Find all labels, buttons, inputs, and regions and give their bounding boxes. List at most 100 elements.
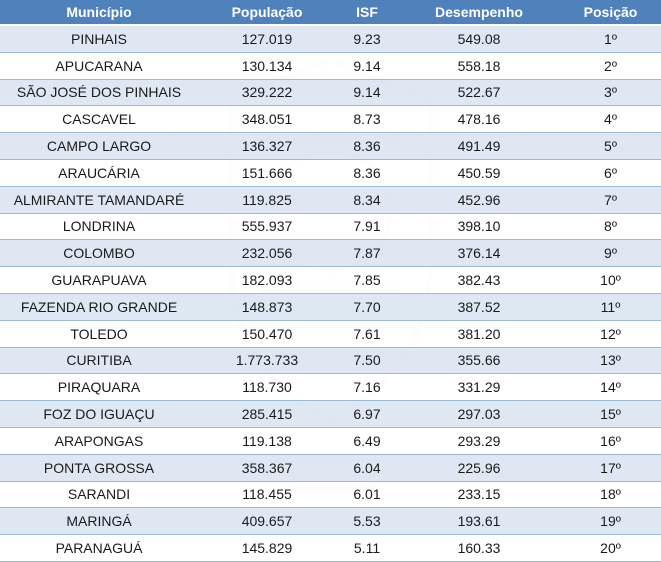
cell-populacao: 329.222 — [198, 79, 336, 107]
cell-isf: 8.36 — [336, 132, 398, 160]
cell-municipio: FAZENDA RIO GRANDE — [0, 293, 198, 321]
cell-desempenho: 331.29 — [398, 373, 560, 402]
cell-municipio: FOZ DO IGUAÇU — [0, 400, 198, 428]
cell-populacao: 119.825 — [198, 186, 336, 214]
table-row: SÃO JOSÉ DOS PINHAIS 329.222 9.14 522.67 3º — [0, 79, 661, 107]
cell-posicao: 16º — [560, 427, 661, 455]
cell-desempenho: 450.59 — [398, 159, 560, 187]
table-row: CURITIBA 1.773.733 7.50 355.66 13º — [0, 347, 661, 375]
cell-posicao: 19º — [560, 507, 661, 536]
cell-desempenho: 491.49 — [398, 132, 560, 160]
cell-desempenho: 293.29 — [398, 427, 560, 455]
table-row: PIRAQUARA 118.730 7.16 331.29 14º — [0, 373, 661, 402]
table-row: FAZENDA RIO GRANDE 148.873 7.70 387.52 11º — [0, 293, 661, 321]
cell-populacao: 150.470 — [198, 320, 336, 348]
table-body: PINHAIS 127.019 9.23 549.08 1º APUCARANA 130.1… — [0, 25, 661, 562]
cell-posicao: 15º — [560, 400, 661, 428]
cell-isf: 5.53 — [336, 507, 398, 536]
cell-populacao: 127.019 — [198, 25, 336, 53]
header-isf: ISF — [336, 0, 398, 26]
table-row: SARANDI 118.455 6.01 233.15 18º — [0, 481, 661, 509]
cell-posicao: 12º — [560, 320, 661, 348]
cell-populacao: 136.327 — [198, 132, 336, 160]
cell-populacao: 118.730 — [198, 373, 336, 402]
cell-posicao: 4º — [560, 105, 661, 134]
cell-municipio: LONDRINA — [0, 213, 198, 241]
cell-desempenho: 193.61 — [398, 507, 560, 536]
table-row: ARAPONGAS 119.138 6.49 293.29 16º — [0, 427, 661, 455]
header-row: Município População ISF Desempenho Posiç… — [0, 0, 661, 26]
table-row: ARAUCÁRIA 151.666 8.36 450.59 6º — [0, 159, 661, 187]
cell-isf: 6.01 — [336, 481, 398, 509]
cell-posicao: 8º — [560, 213, 661, 241]
cell-isf: 7.50 — [336, 347, 398, 375]
cell-municipio: PONTA GROSSA — [0, 454, 198, 482]
cell-municipio: GUARAPUAVA — [0, 266, 198, 294]
cell-desempenho: 160.33 — [398, 534, 560, 562]
cell-municipio: APUCARANA — [0, 52, 198, 80]
cell-posicao: 5º — [560, 132, 661, 160]
cell-isf: 6.97 — [336, 400, 398, 428]
cell-municipio: CAMPO LARGO — [0, 132, 198, 160]
cell-posicao: 13º — [560, 347, 661, 375]
cell-isf: 6.04 — [336, 454, 398, 482]
cell-populacao: 182.093 — [198, 266, 336, 294]
cell-desempenho: 382.43 — [398, 266, 560, 294]
table-row: COLOMBO 232.056 7.87 376.14 9º — [0, 239, 661, 268]
cell-desempenho: 387.52 — [398, 293, 560, 321]
table-row: CASCAVEL 348.051 8.73 478.16 4º — [0, 105, 661, 134]
header-posicao: Posição — [560, 0, 661, 26]
cell-populacao: 358.367 — [198, 454, 336, 482]
cell-municipio: CURITIBA — [0, 347, 198, 375]
cell-municipio: PINHAIS — [0, 25, 198, 53]
cell-desempenho: 522.67 — [398, 79, 560, 107]
cell-municipio: TOLEDO — [0, 320, 198, 348]
cell-desempenho: 478.16 — [398, 105, 560, 134]
cell-desempenho: 233.15 — [398, 481, 560, 509]
table-row: APUCARANA 130.134 9.14 558.18 2º — [0, 52, 661, 80]
cell-desempenho: 398.10 — [398, 213, 560, 241]
table-row: LONDRINA 555.937 7.91 398.10 8º — [0, 213, 661, 241]
table-row: TOLEDO 150.470 7.61 381.20 12º — [0, 320, 661, 348]
cell-isf: 7.87 — [336, 239, 398, 268]
cell-posicao: 6º — [560, 159, 661, 187]
cell-populacao: 145.829 — [198, 534, 336, 562]
cell-isf: 9.14 — [336, 79, 398, 107]
cell-posicao: 10º — [560, 266, 661, 294]
cell-municipio: MARINGÁ — [0, 507, 198, 536]
table-row: FOZ DO IGUAÇU 285.415 6.97 297.03 15º — [0, 400, 661, 428]
cell-populacao: 232.056 — [198, 239, 336, 268]
cell-isf: 7.85 — [336, 266, 398, 294]
cell-municipio: CASCAVEL — [0, 105, 198, 134]
cell-isf: 7.16 — [336, 373, 398, 402]
cell-isf: 5.11 — [336, 534, 398, 562]
cell-isf: 9.14 — [336, 52, 398, 80]
cell-desempenho: 452.96 — [398, 186, 560, 214]
cell-isf: 7.91 — [336, 213, 398, 241]
table-row: GUARAPUAVA 182.093 7.85 382.43 10º — [0, 266, 661, 294]
cell-populacao: 119.138 — [198, 427, 336, 455]
cell-populacao: 555.937 — [198, 213, 336, 241]
header-populacao: População — [198, 0, 336, 26]
cell-municipio: ARAPONGAS — [0, 427, 198, 455]
header-municipio: Município — [0, 0, 198, 26]
table-row: PINHAIS 127.019 9.23 549.08 1º — [0, 25, 661, 53]
cell-posicao: 3º — [560, 79, 661, 107]
cell-isf: 7.61 — [336, 320, 398, 348]
cell-populacao: 118.455 — [198, 481, 336, 509]
cell-isf: 8.73 — [336, 105, 398, 134]
cell-isf: 9.23 — [336, 25, 398, 53]
cell-posicao: 17º — [560, 454, 661, 482]
cell-posicao: 1º — [560, 25, 661, 53]
cell-desempenho: 355.66 — [398, 347, 560, 375]
cell-posicao: 9º — [560, 239, 661, 268]
cell-posicao: 11º — [560, 293, 661, 321]
cell-isf: 8.36 — [336, 159, 398, 187]
table-row: PARANAGUÁ 145.829 5.11 160.33 20º — [0, 534, 661, 562]
cell-municipio: SARANDI — [0, 481, 198, 509]
cell-populacao: 130.134 — [198, 52, 336, 80]
cell-posicao: 2º — [560, 52, 661, 80]
cell-desempenho: 381.20 — [398, 320, 560, 348]
